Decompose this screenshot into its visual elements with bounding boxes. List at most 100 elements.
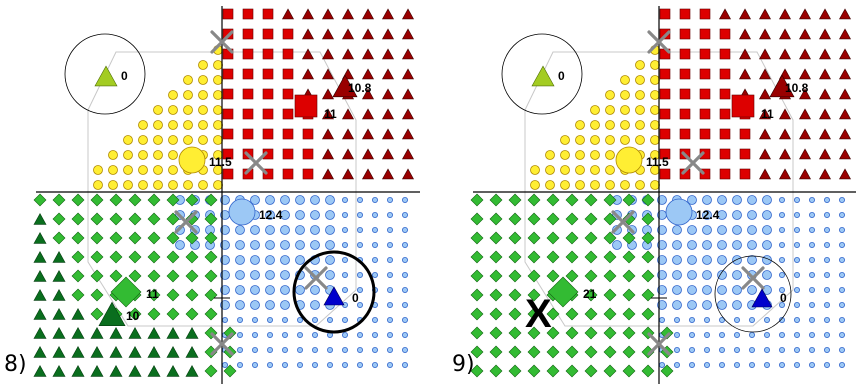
lightblue-circle bbox=[296, 346, 303, 353]
darkgreen-triangle bbox=[147, 326, 161, 339]
darkgreen-triangle bbox=[71, 307, 85, 320]
red-triangle bbox=[401, 68, 415, 80]
lightblue-circle bbox=[718, 331, 725, 338]
green-diamond bbox=[71, 193, 85, 207]
lightblue-circle bbox=[793, 286, 800, 293]
green-diamond bbox=[204, 231, 218, 245]
darkgreen-triangle bbox=[71, 345, 85, 358]
darkgreen-triangle bbox=[33, 250, 47, 263]
green-diamond bbox=[489, 193, 503, 207]
darkgreen-triangle bbox=[166, 364, 180, 377]
lightblue-circle bbox=[236, 331, 243, 338]
green-diamond bbox=[489, 250, 503, 264]
red-triangle bbox=[818, 88, 832, 100]
red-square bbox=[282, 88, 294, 100]
red-triangle bbox=[321, 128, 335, 140]
cross-marker bbox=[210, 332, 234, 356]
red-triangle bbox=[321, 68, 335, 80]
green-diamond bbox=[71, 250, 85, 264]
lightblue-circle bbox=[778, 241, 785, 248]
darkgreen-triangle bbox=[52, 345, 66, 358]
darkgreen-triangle bbox=[109, 345, 123, 358]
x-mark: X bbox=[525, 292, 552, 336]
green-diamond bbox=[90, 288, 104, 302]
lightblue-circle bbox=[762, 195, 772, 205]
lightblue-circle bbox=[295, 210, 305, 220]
lightblue-circle bbox=[280, 195, 290, 205]
lightblue-circle bbox=[236, 361, 243, 368]
lightblue-circle bbox=[386, 316, 393, 323]
lightblue-circle bbox=[265, 285, 275, 295]
green-diamond bbox=[584, 307, 598, 321]
lightblue-circle bbox=[371, 316, 378, 323]
lightblue-circle bbox=[673, 361, 680, 368]
big-lime-triangle-label: 0 bbox=[121, 69, 128, 83]
lightblue-circle bbox=[808, 226, 815, 233]
green-diamond bbox=[622, 345, 636, 359]
lightblue-circle bbox=[371, 271, 378, 278]
green-diamond bbox=[470, 364, 484, 378]
yellow-circle bbox=[138, 150, 148, 160]
lightblue-circle bbox=[356, 301, 363, 308]
yellow-circle bbox=[605, 105, 615, 115]
lightblue-circle bbox=[311, 361, 318, 368]
yellow-circle bbox=[213, 75, 223, 85]
red-triangle bbox=[321, 8, 335, 20]
yellow-circle bbox=[605, 180, 615, 190]
green-diamond bbox=[565, 345, 579, 359]
lightblue-circle bbox=[702, 255, 712, 265]
darkgreen-triangle bbox=[33, 269, 47, 282]
yellow-circle bbox=[168, 135, 178, 145]
green-diamond bbox=[565, 269, 579, 283]
red-triangle bbox=[361, 148, 375, 160]
lightblue-circle bbox=[341, 361, 348, 368]
lightblue-circle bbox=[793, 211, 800, 218]
lightblue-circle bbox=[672, 270, 682, 280]
green-diamond bbox=[584, 345, 598, 359]
yellow-circle bbox=[590, 180, 600, 190]
panel-label-9: 9) bbox=[452, 352, 475, 377]
highlight-ring bbox=[714, 255, 792, 333]
big-green-diamond bbox=[547, 276, 579, 308]
yellow-circle bbox=[530, 180, 540, 190]
red-triangle bbox=[838, 8, 852, 20]
lightblue-circle bbox=[266, 331, 273, 338]
green-diamond bbox=[185, 288, 199, 302]
green-diamond bbox=[90, 250, 104, 264]
lightblue-circle bbox=[808, 286, 815, 293]
red-triangle bbox=[758, 68, 772, 80]
darkgreen-triangle bbox=[90, 364, 104, 377]
lightblue-circle bbox=[657, 255, 667, 265]
lightblue-circle bbox=[401, 211, 408, 218]
red-square bbox=[262, 88, 274, 100]
green-diamond bbox=[527, 307, 541, 321]
yellow-circle bbox=[650, 180, 660, 190]
lightblue-circle bbox=[718, 361, 725, 368]
lightblue-circle bbox=[793, 316, 800, 323]
green-diamond bbox=[166, 288, 180, 302]
lightblue-circle bbox=[687, 195, 697, 205]
red-triangle bbox=[341, 8, 355, 20]
red-triangle bbox=[361, 8, 375, 20]
red-square bbox=[222, 108, 234, 120]
green-diamond bbox=[223, 326, 237, 340]
red-triangle bbox=[401, 128, 415, 140]
lightblue-circle bbox=[763, 316, 770, 323]
green-diamond bbox=[90, 307, 104, 321]
lightblue-circle bbox=[281, 361, 288, 368]
yellow-circle bbox=[635, 60, 645, 70]
green-diamond bbox=[584, 288, 598, 302]
red-triangle bbox=[381, 48, 395, 60]
red-triangle bbox=[818, 128, 832, 140]
red-triangle bbox=[361, 88, 375, 100]
green-diamond bbox=[546, 269, 560, 283]
yellow-circle bbox=[123, 180, 133, 190]
green-diamond bbox=[603, 288, 617, 302]
green-diamond bbox=[508, 212, 522, 226]
red-square bbox=[719, 68, 731, 80]
yellow-circle bbox=[138, 120, 148, 130]
green-diamond bbox=[527, 364, 541, 378]
green-diamond bbox=[166, 269, 180, 283]
lightblue-circle bbox=[702, 300, 712, 310]
